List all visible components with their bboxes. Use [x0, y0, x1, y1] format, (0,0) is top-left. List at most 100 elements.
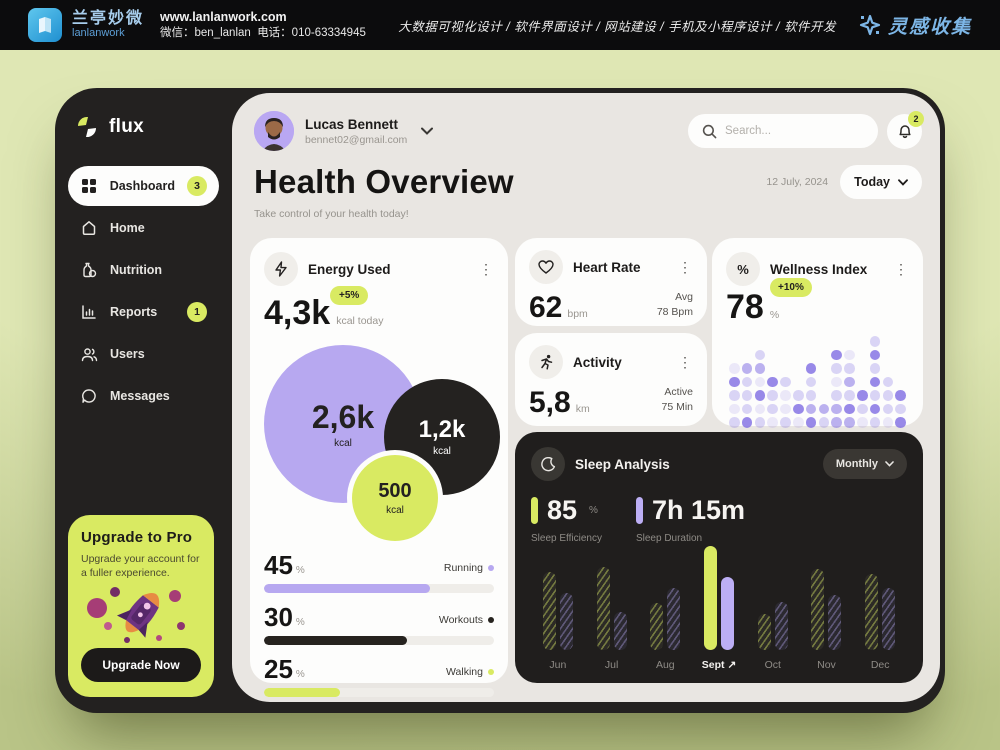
- matrix-dot: [869, 336, 881, 347]
- energy-used-card: Energy Used ⋮ 4,3k +5% kcal today 2,6k k…: [250, 238, 508, 697]
- brand-name-en: lanlanwork: [72, 26, 125, 39]
- notifications-button[interactable]: 2: [887, 110, 924, 149]
- matrix-dot: [857, 403, 868, 415]
- duration-bar: [882, 588, 896, 650]
- services-list: 大数据可视化设计 / 软件界面设计 / 网站建设 / 手机及小程序设计 / 软件…: [398, 19, 836, 34]
- collection-label: 灵感收集: [887, 16, 972, 38]
- sidebar-item-reports[interactable]: Reports 1: [68, 292, 219, 332]
- search-input[interactable]: [725, 125, 855, 137]
- user-menu-chevron-down-icon[interactable]: [421, 127, 434, 135]
- matrix-dot: [831, 403, 842, 415]
- energy-bubble-chart: 2,6k kcal 1,2k kcal 500 kcal: [264, 344, 500, 541]
- flux-logo-icon: [77, 116, 97, 138]
- month-label: Nov: [817, 659, 836, 671]
- reports-icon: [80, 303, 98, 321]
- breakdown-value: 25: [264, 653, 293, 684]
- breakdown-row-workouts: 30% Workouts: [264, 604, 494, 645]
- kebab-menu-icon[interactable]: ⋮: [479, 260, 493, 277]
- sleep-efficiency-stat: 85 % Sleep Efficiency: [531, 495, 602, 544]
- flux-logo-text: flux: [109, 116, 144, 137]
- matrix-dot: [729, 376, 740, 388]
- wellness-value: 78: [726, 288, 764, 326]
- heart-rate-unit: bpm: [567, 308, 588, 321]
- matrix-dot: [729, 403, 740, 415]
- duration-bar: [774, 602, 788, 650]
- kebab-menu-icon[interactable]: ⋮: [894, 260, 908, 277]
- matrix-dot: [793, 390, 804, 401]
- activity-value: 5,8: [529, 385, 571, 419]
- matrix-dot: [869, 349, 881, 361]
- date-range-dropdown[interactable]: Today: [840, 165, 922, 199]
- matrix-dot: [729, 363, 740, 374]
- month-label: Jun: [549, 659, 567, 671]
- efficiency-bar: [650, 603, 664, 650]
- matrix-dot: [882, 417, 894, 428]
- energy-change-badge: +5%: [330, 286, 369, 305]
- home-icon: [80, 219, 98, 237]
- matrix-dot: [844, 349, 855, 361]
- duration-bar: [721, 577, 735, 650]
- month-group-nov[interactable]: Nov: [800, 539, 854, 671]
- bell-icon: [898, 124, 911, 138]
- heart-icon: [529, 250, 563, 284]
- matrix-dot: [844, 403, 855, 415]
- matrix-dot: [741, 363, 753, 374]
- lightning-icon: [264, 252, 298, 286]
- matrix-dot: [882, 376, 894, 388]
- page-title: Health Overview: [254, 163, 514, 200]
- efficiency-bar: [596, 567, 610, 650]
- month-group-dec[interactable]: Dec: [853, 539, 907, 671]
- breakdown-label: Walking: [446, 666, 494, 678]
- sidebar-item-nutrition[interactable]: Nutrition: [68, 250, 219, 290]
- sparkle-star-icon: [859, 14, 881, 36]
- legend-dot: [488, 564, 494, 571]
- matrix-dot: [895, 417, 906, 428]
- matrix-dot: [844, 363, 855, 374]
- matrix-dot: [741, 417, 753, 428]
- month-group-sept[interactable]: Sept ↗: [692, 539, 746, 671]
- heart-rate-card: Heart Rate ⋮ 62 bpm Avg 78 Bpm: [515, 238, 707, 326]
- kebab-menu-icon[interactable]: ⋮: [678, 353, 692, 370]
- search-bar[interactable]: [688, 114, 878, 148]
- upgrade-now-button[interactable]: Upgrade Now: [81, 648, 201, 683]
- activity-unit: km: [575, 403, 590, 416]
- sidebar-item-label: Dashboard: [109, 179, 175, 193]
- lanlanwork-brand: 兰亭妙微 lanlanwork: [28, 8, 144, 42]
- sleep-duration-stat: 7h 15m Sleep Duration: [635, 495, 746, 544]
- breakdown-label: Workouts: [439, 614, 494, 626]
- moon-icon: [531, 447, 565, 481]
- avatar[interactable]: [254, 111, 294, 151]
- website-url: www.lanlanwork.com: [160, 9, 287, 24]
- sidebar-item-dashboard[interactable]: Dashboard 3: [68, 166, 219, 206]
- sleep-period-dropdown[interactable]: Monthly: [822, 449, 907, 479]
- cards-grid: Energy Used ⋮ 4,3k +5% kcal today 2,6k k…: [250, 238, 928, 697]
- legend-dot: [488, 668, 494, 675]
- matrix-dot: [831, 417, 842, 428]
- sidebar-item-label: Home: [110, 221, 145, 235]
- wellness-change-badge: +10%: [770, 278, 812, 297]
- matrix-dot: [869, 403, 881, 415]
- upgrade-card: Upgrade to Pro Upgrade your account for …: [68, 515, 214, 697]
- breakdown-unit: %: [295, 564, 305, 576]
- matrix-dot: [754, 403, 766, 415]
- sidebar-item-users[interactable]: Users: [68, 334, 219, 374]
- sidebar-item-home[interactable]: Home: [68, 208, 219, 248]
- month-group-aug[interactable]: Aug: [638, 539, 692, 671]
- messages-icon: [80, 387, 98, 405]
- activity-card: Activity ⋮ 5,8 km Active 75 Min: [515, 333, 707, 426]
- breakdown-label: Running: [444, 562, 494, 574]
- sleep-bar-chart: Jun Jul Aug Sept ↗ Oct Nov Dec: [531, 539, 907, 671]
- runner-icon: [529, 345, 563, 379]
- month-group-jun[interactable]: Jun: [531, 539, 585, 671]
- matrix-dot: [767, 390, 778, 401]
- heart-rate-average: Avg 78 Bpm: [656, 291, 693, 319]
- efficiency-bar: [704, 546, 718, 650]
- date-label: 12 July, 2024: [766, 176, 829, 188]
- kebab-menu-icon[interactable]: ⋮: [678, 258, 692, 275]
- matrix-dot: [805, 403, 817, 415]
- card-title: Sleep Analysis: [575, 456, 670, 472]
- month-group-jul[interactable]: Jul: [585, 539, 639, 671]
- sidebar-item-messages[interactable]: Messages: [68, 376, 219, 416]
- matrix-dot: [754, 390, 766, 401]
- month-group-oct[interactable]: Oct: [746, 539, 800, 671]
